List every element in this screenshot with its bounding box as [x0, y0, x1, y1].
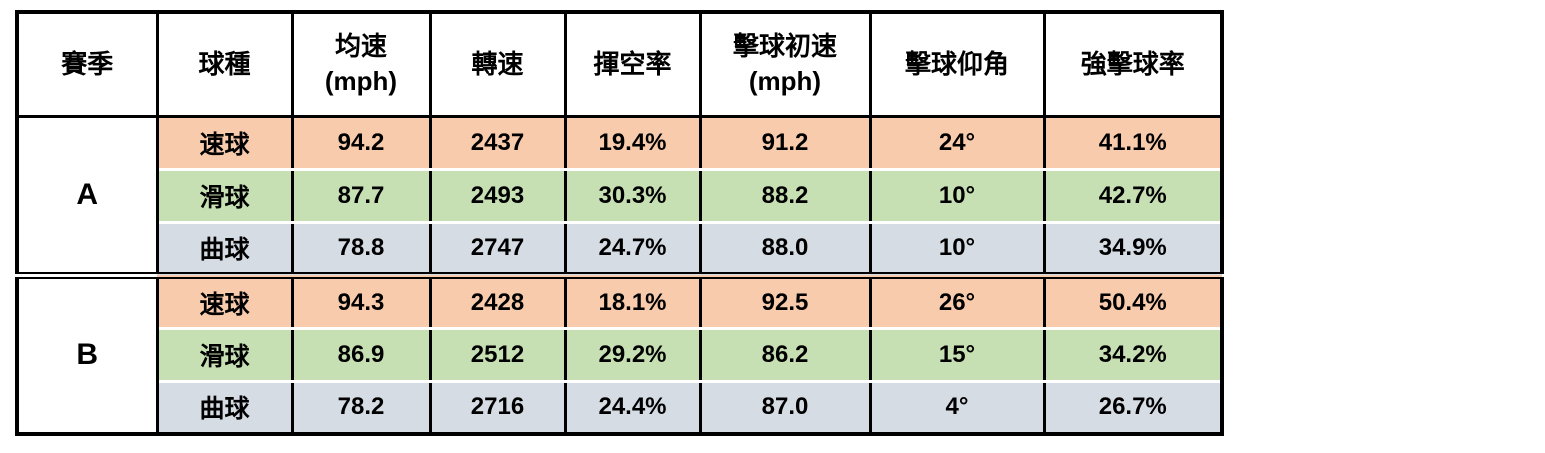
hard-hit-rate-cell: 26.7% — [1042, 379, 1224, 436]
spin-rate-cell: 2437 — [428, 114, 567, 171]
pitch-type-cell: 滑球 — [155, 326, 294, 383]
launch-angle-cell: 15° — [868, 326, 1046, 383]
header-launch-angle: 擊球仰角 — [868, 10, 1046, 118]
header-row: 賽季 球種 均速 (mph) 轉速 揮空率 擊球初速 (mph) 擊球仰角 強擊… — [15, 10, 1224, 118]
pitch-type-cell: 曲球 — [155, 379, 294, 436]
header-pitch-type: 球種 — [155, 10, 294, 118]
whiff-rate-cell: 30.3% — [563, 167, 702, 224]
exit-velocity-cell: 92.5 — [698, 271, 872, 330]
exit-velocity-cell: 86.2 — [698, 326, 872, 383]
spin-rate-cell: 2493 — [428, 167, 567, 224]
spin-rate-cell: 2512 — [428, 326, 567, 383]
header-spin-rate: 轉速 — [428, 10, 567, 118]
whiff-rate-cell: 18.1% — [563, 271, 702, 330]
header-whiff-rate: 揮空率 — [563, 10, 702, 118]
whiff-rate-cell: 24.7% — [563, 220, 702, 277]
hard-hit-rate-cell: 50.4% — [1042, 271, 1224, 330]
table-row-b-curveball: 曲球 78.2 2716 24.4% 87.0 4° 26.7% — [17, 379, 1224, 436]
launch-angle-cell: 24° — [868, 114, 1046, 171]
whiff-rate-cell: 24.4% — [563, 379, 702, 436]
avg-velocity-cell: 86.9 — [290, 326, 432, 383]
hard-hit-rate-cell: 34.9% — [1042, 220, 1224, 277]
launch-angle-cell: 10° — [868, 167, 1046, 224]
header-season: 賽季 — [15, 10, 159, 118]
avg-velocity-cell: 94.3 — [290, 271, 432, 330]
season-label-b: B — [15, 271, 159, 436]
hard-hit-rate-cell: 34.2% — [1042, 326, 1224, 383]
hard-hit-rate-cell: 41.1% — [1042, 114, 1224, 171]
hard-hit-rate-cell: 42.7% — [1042, 167, 1224, 224]
table-row-b-slider: 滑球 86.9 2512 29.2% 86.2 15° 34.2% — [17, 326, 1224, 383]
pitch-stats-table: 賽季 球種 均速 (mph) 轉速 揮空率 擊球初速 (mph) 擊球仰角 強擊… — [15, 10, 1224, 436]
table-row-a-fastball: A 速球 94.2 2437 19.4% 91.2 24° 41.1% — [15, 114, 1224, 277]
avg-velocity-cell: 78.8 — [290, 220, 432, 277]
table-row-a-curveball: 曲球 78.8 2747 24.7% 88.0 10° 34.9% — [17, 220, 1224, 277]
table-row-b-fastball: B 速球 94.3 2428 18.1% 92.5 26° 50.4% — [15, 271, 1224, 436]
whiff-rate-cell: 29.2% — [563, 326, 702, 383]
pitch-type-cell: 滑球 — [155, 167, 294, 224]
pitch-type-cell: 曲球 — [155, 220, 294, 277]
table-row-a-slider: 滑球 87.7 2493 30.3% 88.2 10° 42.7% — [17, 167, 1224, 224]
spin-rate-cell: 2428 — [428, 271, 567, 330]
exit-velocity-cell: 88.0 — [698, 220, 872, 277]
avg-velocity-cell: 94.2 — [290, 114, 432, 171]
whiff-rate-cell: 19.4% — [563, 114, 702, 171]
exit-velocity-cell: 87.0 — [698, 379, 872, 436]
launch-angle-cell: 26° — [868, 271, 1046, 330]
launch-angle-cell: 10° — [868, 220, 1046, 277]
avg-velocity-cell: 78.2 — [290, 379, 432, 436]
season-label-a: A — [15, 114, 159, 277]
header-exit-velocity: 擊球初速 (mph) — [698, 10, 872, 118]
header-hard-hit-rate: 強擊球率 — [1042, 10, 1224, 118]
pitch-type-cell: 速球 — [155, 114, 294, 171]
avg-velocity-cell: 87.7 — [290, 167, 432, 224]
launch-angle-cell: 4° — [868, 379, 1046, 436]
spin-rate-cell: 2716 — [428, 379, 567, 436]
header-avg-velocity: 均速 (mph) — [290, 10, 432, 118]
exit-velocity-cell: 88.2 — [698, 167, 872, 224]
exit-velocity-cell: 91.2 — [698, 114, 872, 171]
spin-rate-cell: 2747 — [428, 220, 567, 277]
pitch-type-cell: 速球 — [155, 271, 294, 330]
